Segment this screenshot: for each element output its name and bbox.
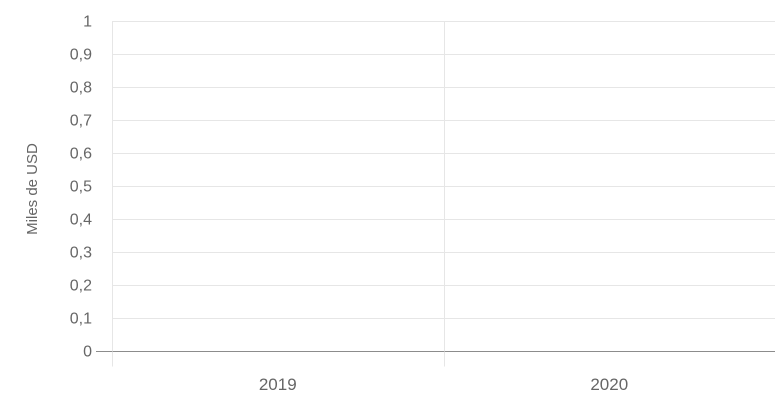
x-tick-label: 2019 [259,375,297,394]
y-tick-label: 0,6 [70,146,92,163]
y-tick-label: 0,2 [70,278,92,295]
y-tick-label: 0,9 [70,47,92,64]
y-tick-labels: 0 0,1 0,2 0,3 0,4 0,5 0,6 0,7 0,8 0,9 1 [70,14,92,361]
y-tick-label: 0,7 [70,113,92,130]
y-tick-label: 0,5 [70,179,92,196]
y-tick-label: 1 [83,14,92,31]
y-tick-label: 0,3 [70,245,92,262]
y-tick-label: 0,8 [70,80,92,97]
x-tick-labels: 2019 2020 [259,375,628,394]
y-tick-label: 0,4 [70,212,92,229]
y-tick-label: 0,1 [70,311,92,328]
y-tick-label: 0 [83,344,92,361]
x-tick-label: 2020 [590,375,628,394]
axes [96,351,775,367]
y-axis-title: Miles de USD [24,143,41,235]
gridlines [112,21,775,351]
